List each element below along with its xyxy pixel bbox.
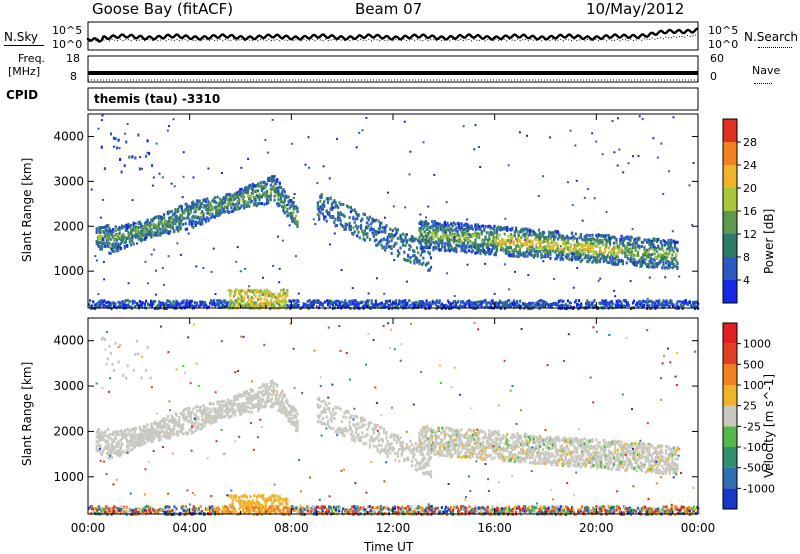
- nsearch-trace: [87, 34, 699, 42]
- colorbar-segment: [723, 323, 737, 344]
- nsky-underline: [4, 45, 44, 46]
- colorbar-tick-label: 4: [743, 274, 750, 287]
- nsearch-tick-bottom: 10^0: [708, 38, 739, 51]
- y-tick-label: 4000: [53, 129, 84, 143]
- freq-label-1: Freq.: [18, 52, 46, 65]
- colorbar-tick-label: 25: [743, 400, 757, 413]
- colorbar-tick-label: -25: [743, 420, 761, 433]
- nsky-trace: [86, 27, 699, 43]
- colorbar-tick-label: -100: [743, 441, 768, 454]
- y-tick-label: 4000: [53, 334, 84, 348]
- colorbar-segment: [723, 488, 737, 509]
- cpid-value: themis (tau) -3310: [94, 92, 221, 106]
- colorbar-segment: [723, 364, 737, 385]
- cpid-panel-frame: [87, 87, 699, 111]
- colorbar-segment: [723, 165, 737, 188]
- nsearch-label: N.Search: [744, 30, 799, 44]
- x-tick-label: 12:00: [376, 521, 411, 535]
- colorbar-segment: [723, 343, 737, 365]
- x-tick-label: 04:00: [172, 521, 207, 535]
- y-tick-label: 2000: [53, 424, 84, 438]
- station-title: Goose Bay (fitACF): [92, 0, 234, 18]
- nave-tick-bottom: 0: [710, 70, 717, 83]
- freq-tick-bottom: 8: [70, 70, 77, 83]
- y-tick-label: 3000: [53, 379, 84, 393]
- colorbar-segment: [723, 280, 737, 303]
- colorbar-segment: [723, 426, 737, 447]
- y-tick-label: 2000: [53, 219, 84, 233]
- x-tick-label: 16:00: [477, 521, 512, 535]
- colorbar-segment: [723, 405, 737, 427]
- colorbar-tick-label: 28: [743, 136, 757, 149]
- y-tick-label: 1000: [53, 264, 84, 278]
- colorbar-segment: [723, 257, 737, 280]
- colorbar-tick-label: -500: [743, 462, 768, 475]
- nave-dots: [754, 83, 772, 84]
- colorbar-tick-label: 1000: [743, 338, 771, 351]
- colorbar-segment: [723, 234, 737, 257]
- x-tick-label: 20:00: [579, 521, 614, 535]
- colorbar-segment: [723, 385, 737, 406]
- colorbar-tick-label: 8: [743, 251, 750, 264]
- colorbar-segment: [723, 119, 737, 142]
- x-tick-label: 00:00: [71, 521, 106, 535]
- colorbar-tick-label: 16: [743, 205, 757, 218]
- colorbar-segment: [723, 467, 737, 489]
- date-title: 10/May/2012: [586, 0, 685, 18]
- freq-label-2: [MHz]: [8, 65, 41, 78]
- nsearch-tick-top: 10^5: [708, 24, 739, 37]
- freq-trace: [88, 71, 698, 75]
- colorbar-tick-label: 24: [743, 159, 757, 172]
- colorbar-tick-label: 500: [743, 358, 764, 371]
- freq-tick-top: 18: [66, 52, 80, 65]
- colorbar-segment: [723, 447, 737, 468]
- y-tick-label: 3000: [53, 174, 84, 188]
- x-tick-label: 00:00: [681, 521, 716, 535]
- colorbar-frame: [722, 322, 738, 510]
- nsearch-dots: [758, 47, 792, 48]
- colorbar-tick-label: -1000: [743, 482, 775, 495]
- nave-tick-top: 60: [710, 52, 724, 65]
- colorbar-segment: [723, 142, 737, 165]
- nsky-label: N.Sky: [4, 30, 39, 44]
- beam-title: Beam 07: [355, 0, 423, 18]
- nave-label: Nave: [752, 64, 781, 77]
- colorbar-tick-label: 20: [743, 182, 757, 195]
- colorbar-tick-label: 100: [743, 379, 764, 392]
- panel-frame: [87, 113, 699, 309]
- y-tick-label: 1000: [53, 470, 84, 484]
- panel-power: 1000 2000 3000 4000 4 8 12 16 20 24 28: [53, 113, 757, 311]
- nsky-tick-top: 10^5: [52, 24, 83, 37]
- nsky-tick-bottom: 10^0: [52, 38, 83, 51]
- colorbar-tick-label: 12: [743, 228, 757, 241]
- colorbar-segment: [723, 188, 737, 211]
- panel-velocity: 1000 2000 3000 4000 1000 500 100 25 -25 -100 -500 -…: [53, 317, 775, 517]
- colorbar-segment: [723, 211, 737, 234]
- freq-panel-frame: [87, 55, 699, 83]
- cpid-label: CPID: [6, 88, 39, 102]
- x-axis-label: Time UT: [364, 540, 414, 554]
- x-tick-label: 08:00: [274, 521, 309, 535]
